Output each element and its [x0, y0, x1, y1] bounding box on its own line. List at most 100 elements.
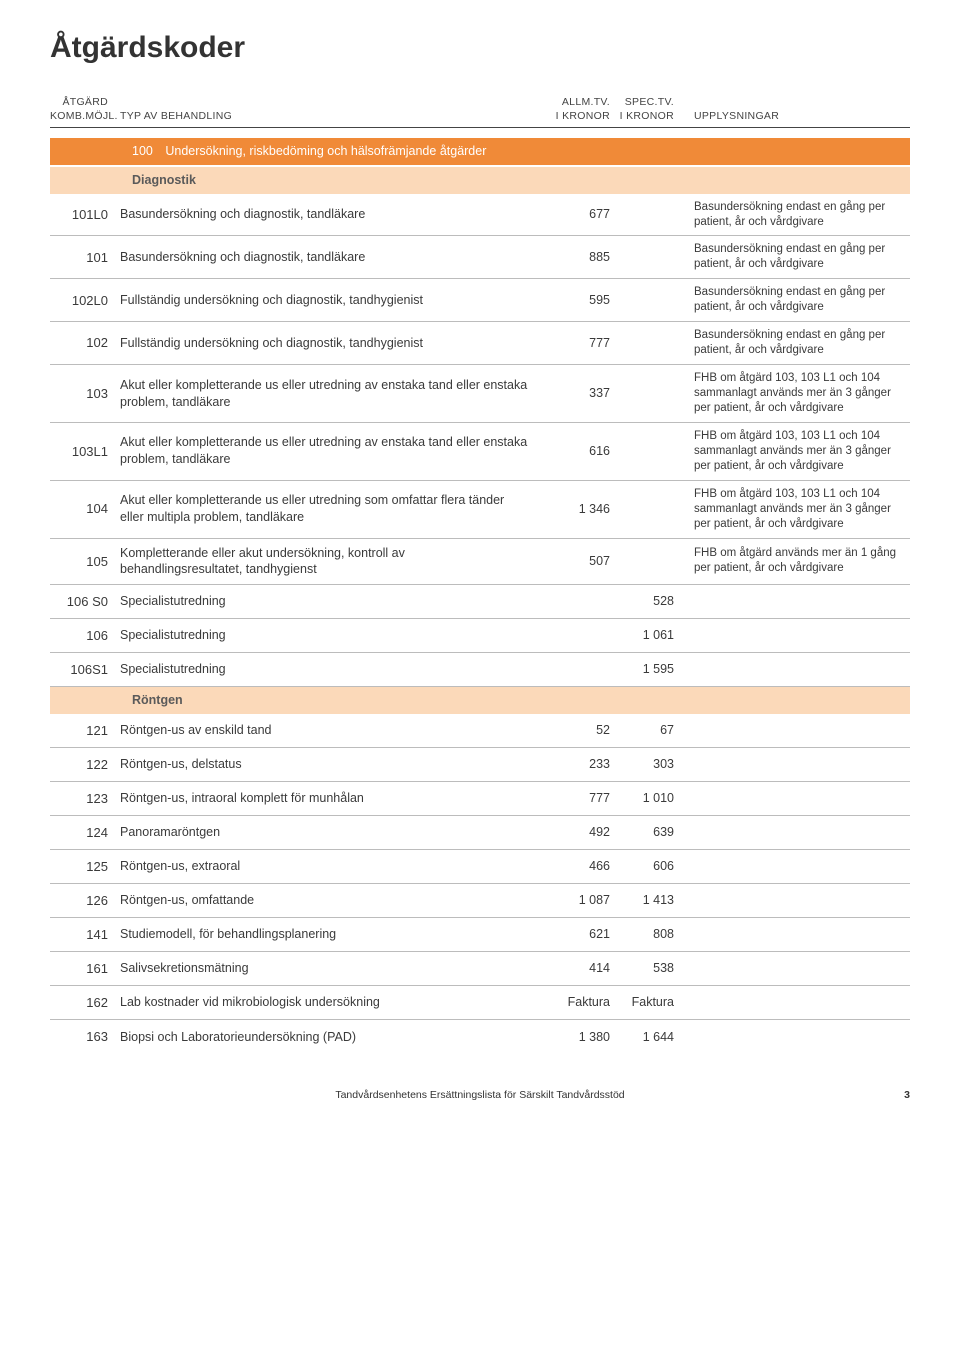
cell-type: Röntgen-us, intraoral komplett för munhå… [120, 790, 540, 807]
cell-allm: 595 [540, 292, 610, 309]
cell-allm: 621 [540, 926, 610, 943]
cell-allm: 233 [540, 756, 610, 773]
table-row: 106S1Specialistutredning1 595 [50, 653, 910, 687]
table-row: 104Akut eller kompletterande us eller ut… [50, 481, 910, 539]
table-row: 125Röntgen-us, extraoral466606 [50, 850, 910, 884]
cell-code: 122 [50, 756, 120, 774]
cell-type: Salivsekretionsmätning [120, 960, 540, 977]
page-number: 3 [904, 1088, 910, 1102]
table-row: 106Specialistutredning1 061 [50, 619, 910, 653]
cell-type: Röntgen-us, omfattande [120, 892, 540, 909]
cell-info: Basundersökning endast en gång per patie… [680, 328, 910, 358]
cell-spec: 1 595 [610, 661, 680, 678]
table-row: 102Fullständig undersökning och diagnost… [50, 322, 910, 365]
header-spec-line1: SPEC.TV. [610, 95, 674, 109]
page-title: Åtgärdskoder [50, 28, 910, 69]
table-row: 162Lab kostnader vid mikrobiologisk unde… [50, 986, 910, 1020]
cell-type: Specialistutredning [120, 593, 540, 610]
cell-code: 104 [50, 500, 120, 518]
cell-spec: 1 644 [610, 1029, 680, 1046]
cell-type: Kompletterande eller akut undersökning, … [120, 545, 540, 579]
page-footer: Tandvårdsenhetens Ersättningslista för S… [50, 1088, 910, 1102]
table-row: 123Röntgen-us, intraoral komplett för mu… [50, 782, 910, 816]
table-row: 106 S0Specialistutredning 528 [50, 585, 910, 619]
header-info: UPPLYSNINGAR [694, 109, 779, 123]
cell-allm: 1 380 [540, 1029, 610, 1046]
cell-type: Panoramaröntgen [120, 824, 540, 841]
table-row: 161Salivsekretionsmätning414538 [50, 952, 910, 986]
cell-code: 102L0 [50, 292, 120, 310]
cell-info: FHB om åtgärd 103, 103 L1 och 104 samman… [680, 429, 910, 474]
cell-allm: 507 [540, 553, 610, 570]
cell-code: 106S1 [50, 661, 120, 679]
cell-code: 141 [50, 926, 120, 944]
cell-info: FHB om åtgärd 103, 103 L1 och 104 samman… [680, 371, 910, 416]
header-allm-line2: I KRONOR [540, 109, 610, 123]
section-heading: 100 Undersökning, riskbedöming och hälso… [50, 138, 910, 165]
cell-code: 102 [50, 334, 120, 352]
cell-type: Fullständig undersökning och diagnostik,… [120, 335, 540, 352]
cell-allm: 337 [540, 385, 610, 402]
header-allm-line1: ALLM.TV. [540, 95, 610, 109]
cell-allm: 677 [540, 206, 610, 223]
cell-spec: 528 [610, 593, 680, 610]
cell-code: 103L1 [50, 443, 120, 461]
cell-type: Fullständig undersökning och diagnostik,… [120, 292, 540, 309]
cell-code: 162 [50, 994, 120, 1012]
cell-type: Specialistutredning [120, 627, 540, 644]
table-row: 101L0Basundersökning och diagnostik, tan… [50, 194, 910, 237]
cell-allm: Faktura [540, 994, 610, 1011]
cell-allm: 777 [540, 335, 610, 352]
table-row: 124Panoramaröntgen492639 [50, 816, 910, 850]
cell-info: Basundersökning endast en gång per patie… [680, 242, 910, 272]
table-row: 163Biopsi och Laboratorieundersökning (P… [50, 1020, 910, 1054]
cell-code: 101 [50, 249, 120, 267]
cell-type: Akut eller kompletterande us eller utred… [120, 492, 540, 526]
cell-type: Biopsi och Laboratorieundersökning (PAD) [120, 1029, 540, 1046]
cell-code: 101L0 [50, 206, 120, 224]
cell-type: Röntgen-us, extraoral [120, 858, 540, 875]
table-row: 103L1Akut eller kompletterande us eller … [50, 423, 910, 481]
header-code-line1: ÅTGÄRD [50, 95, 108, 109]
cell-code: 123 [50, 790, 120, 808]
cell-allm: 885 [540, 249, 610, 266]
cell-type: Studiemodell, för behandlingsplanering [120, 926, 540, 943]
cell-type: Basundersökning och diagnostik, tandläka… [120, 249, 540, 266]
cell-code: 124 [50, 824, 120, 842]
cell-spec: 1 413 [610, 892, 680, 909]
header-code-line2: KOMB.MÖJL. [50, 109, 108, 123]
cell-code: 126 [50, 892, 120, 910]
sub-heading: Röntgen [50, 687, 910, 714]
cell-spec: 808 [610, 926, 680, 943]
cell-code: 106 S0 [50, 593, 120, 611]
cell-spec: 67 [610, 722, 680, 739]
cell-type: Röntgen-us av enskild tand [120, 722, 540, 739]
cell-allm: 1 346 [540, 501, 610, 518]
cell-info: Basundersökning endast en gång per patie… [680, 200, 910, 230]
cell-spec: 1 010 [610, 790, 680, 807]
cell-type: Röntgen-us, delstatus [120, 756, 540, 773]
cell-spec: 303 [610, 756, 680, 773]
cell-allm: 492 [540, 824, 610, 841]
cell-allm: 466 [540, 858, 610, 875]
cell-code: 125 [50, 858, 120, 876]
table-row: 102L0Fullständig undersökning och diagno… [50, 279, 910, 322]
cell-type: Lab kostnader vid mikrobiologisk undersö… [120, 994, 540, 1011]
cell-code: 106 [50, 627, 120, 645]
table-row: 122Röntgen-us, delstatus233303 [50, 748, 910, 782]
cell-allm: 616 [540, 443, 610, 460]
sub-heading: Diagnostik [50, 167, 910, 194]
cell-info: FHB om åtgärd används mer än 1 gång per … [680, 546, 910, 576]
cell-code: 163 [50, 1028, 120, 1046]
table-body: 100 Undersökning, riskbedöming och hälso… [50, 138, 910, 1054]
cell-allm: 777 [540, 790, 610, 807]
cell-info: Basundersökning endast en gång per patie… [680, 285, 910, 315]
footer-text: Tandvårdsenhetens Ersättningslista för S… [335, 1089, 624, 1101]
table-row: 103Akut eller kompletterande us eller ut… [50, 365, 910, 423]
table-row: 126Röntgen-us, omfattande1 0871 413 [50, 884, 910, 918]
table-row: 101Basundersökning och diagnostik, tandl… [50, 236, 910, 279]
cell-type: Basundersökning och diagnostik, tandläka… [120, 206, 540, 223]
table-row: 141Studiemodell, för behandlingsplanerin… [50, 918, 910, 952]
header-spec-line2: I KRONOR [610, 109, 674, 123]
cell-allm: 52 [540, 722, 610, 739]
